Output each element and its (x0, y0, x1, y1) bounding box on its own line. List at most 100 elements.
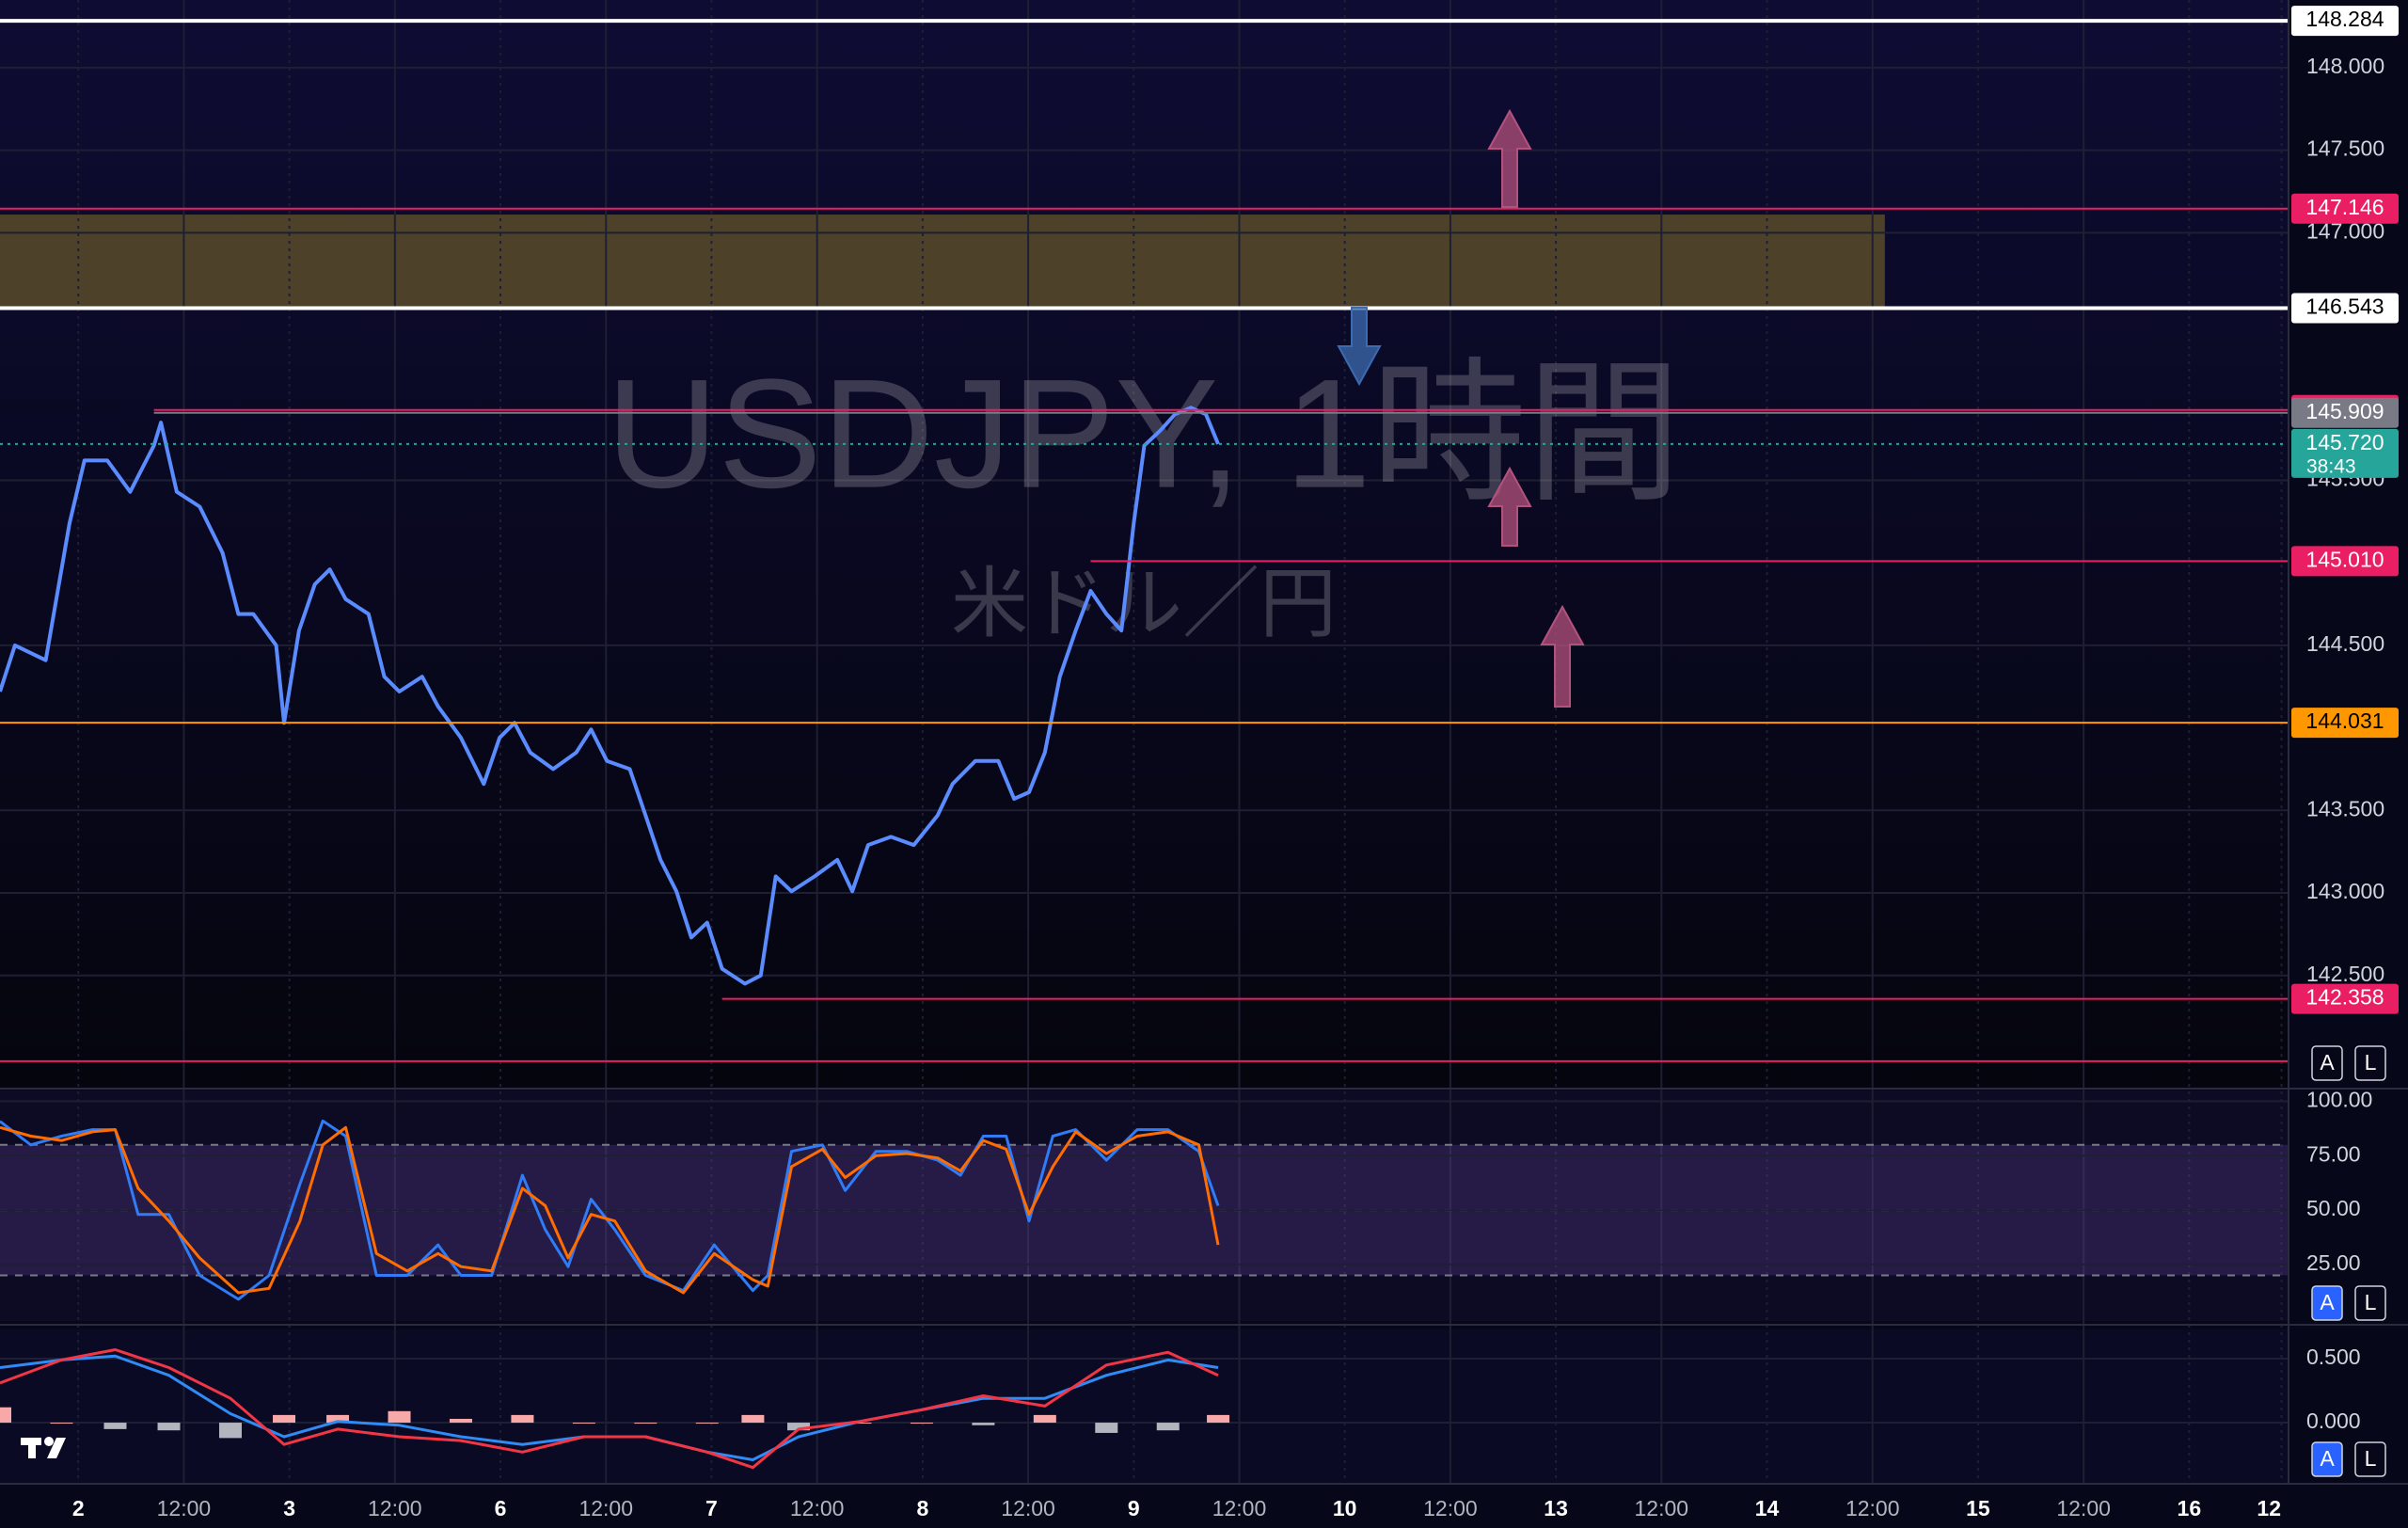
histogram-bar (741, 1414, 765, 1424)
scale-button[interactable] (2354, 1285, 2386, 1321)
x-tick-label: 3 (283, 1496, 295, 1520)
level-label-bg (2291, 293, 2399, 324)
y-tick-label: 25.00 (2306, 1250, 2361, 1275)
y-tick-label: 143.000 (2306, 879, 2384, 903)
x-tick-label: 15 (1966, 1496, 1990, 1520)
logo-part (44, 1437, 54, 1446)
x-tick-label: 14 (1755, 1496, 1780, 1520)
series-line (0, 1125, 1220, 1295)
histogram-bar (50, 1423, 73, 1425)
y-tick-label: 148.000 (2306, 54, 2384, 78)
supply-zone (0, 215, 1885, 308)
main-panel-bg (0, 0, 2289, 1088)
x-tick-label: 12:00 (578, 1496, 633, 1520)
back-layer (0, 0, 2289, 1483)
scale-button[interactable] (2311, 1045, 2343, 1081)
x-tick-label: 12:00 (790, 1496, 845, 1520)
level-label: 146.543 (2305, 294, 2384, 319)
histogram-bar (572, 1423, 595, 1425)
y-tick-label: 0.500 (2306, 1345, 2361, 1369)
y-tick-label: 143.500 (2306, 796, 2384, 820)
scale-button[interactable] (2354, 1045, 2386, 1081)
level-label: 147.146 (2305, 195, 2384, 219)
x-tick-label: 13 (1544, 1496, 1568, 1520)
histogram-bar (848, 1423, 872, 1425)
histogram-bar (157, 1423, 181, 1431)
x-tick-label: 6 (495, 1496, 507, 1520)
level-label-bg (2291, 983, 2399, 1014)
logo-part (47, 1438, 66, 1458)
x-tick-label: 12:00 (1423, 1496, 1478, 1520)
x-tick-label: 8 (916, 1496, 928, 1520)
y-tick-label: 50.00 (2306, 1196, 2361, 1220)
histogram-bar (326, 1414, 350, 1424)
histogram-bar (1033, 1414, 1056, 1424)
series-line (0, 406, 1220, 986)
level-label-bg (2291, 708, 2399, 739)
price-axis-bg (2289, 0, 2408, 1528)
histogram-bar (1095, 1423, 1118, 1433)
x-tick-label: 10 (1333, 1496, 1357, 1520)
histogram-bar (787, 1423, 811, 1431)
histogram-bar (273, 1414, 296, 1424)
x-tick-label: 12:00 (1001, 1496, 1055, 1520)
x-tick-label: 16 (2178, 1496, 2202, 1520)
level-label: 144.031 (2305, 708, 2384, 733)
level-label: 145.720 (2305, 430, 2384, 454)
series-line (0, 1348, 1219, 1470)
watermark-description: 米ドル／円 (951, 562, 1337, 647)
tradingview-logo (21, 1437, 66, 1458)
x-tick-label: 9 (1128, 1496, 1140, 1520)
scale-button-label[interactable]: A (2320, 1290, 2335, 1314)
x-tick-label: 12:00 (1212, 1496, 1267, 1520)
bar-countdown: 38:43 (2306, 455, 2356, 477)
x-tick-label: 2 (72, 1496, 85, 1520)
annotation-arrow (1487, 466, 1532, 547)
x-tick-label: 12:00 (157, 1496, 212, 1520)
level-label-bg (2291, 546, 2399, 577)
scale-button[interactable] (2311, 1285, 2343, 1321)
scale-button-label[interactable]: A (2320, 1446, 2335, 1471)
histogram-bar (1207, 1414, 1230, 1424)
level-label-bg (2291, 193, 2399, 224)
annotation-arrow (1337, 307, 1382, 387)
scale-button-label[interactable]: L (2365, 1446, 2377, 1471)
y-tick-label: 142.500 (2306, 962, 2384, 986)
level-label: 142.358 (2305, 985, 2384, 1010)
y-tick-label: 144.500 (2306, 631, 2384, 656)
scale-button-label[interactable]: A (2320, 1050, 2335, 1074)
y-tick-label: 0.000 (2306, 1409, 2361, 1433)
y-tick-label: 100.00 (2306, 1088, 2372, 1112)
histogram-bar (218, 1423, 242, 1439)
histogram-bar (511, 1414, 534, 1424)
logo-part (28, 1438, 36, 1458)
x-tick-label: 12:00 (2056, 1496, 2111, 1520)
histogram-bar (1156, 1423, 1180, 1431)
histogram-bar (103, 1423, 127, 1429)
scale-button-label[interactable]: L (2365, 1290, 2377, 1314)
histogram-bar (0, 1407, 11, 1424)
annotation-arrow (1487, 108, 1532, 208)
level-label-bg (2291, 428, 2399, 478)
scale-button-label[interactable]: L (2365, 1050, 2377, 1074)
x-tick-label: 12 (2257, 1496, 2281, 1520)
macd-panel-bg (0, 1329, 2289, 1483)
scale-button[interactable] (2354, 1441, 2386, 1477)
x-tick-label: 12:00 (1846, 1496, 1900, 1520)
histogram-bar (695, 1423, 719, 1425)
scale-button[interactable] (2311, 1441, 2343, 1477)
level-label-bg (2291, 397, 2399, 428)
x-tick-label: 12:00 (1635, 1496, 1689, 1520)
level-label: 145.010 (2305, 547, 2384, 571)
histogram-bar (972, 1423, 995, 1425)
y-tick-label: 75.00 (2306, 1141, 2361, 1166)
x-tick-label: 12:00 (368, 1496, 422, 1520)
histogram-bar (449, 1418, 472, 1424)
y-tick-label: 147.500 (2306, 136, 2384, 161)
level-label-bg (2291, 6, 2399, 37)
level-label: 148.284 (2305, 7, 2384, 31)
histogram-bar (388, 1410, 411, 1424)
histogram-bar (634, 1423, 657, 1425)
time-axis-bg (0, 1483, 2408, 1528)
